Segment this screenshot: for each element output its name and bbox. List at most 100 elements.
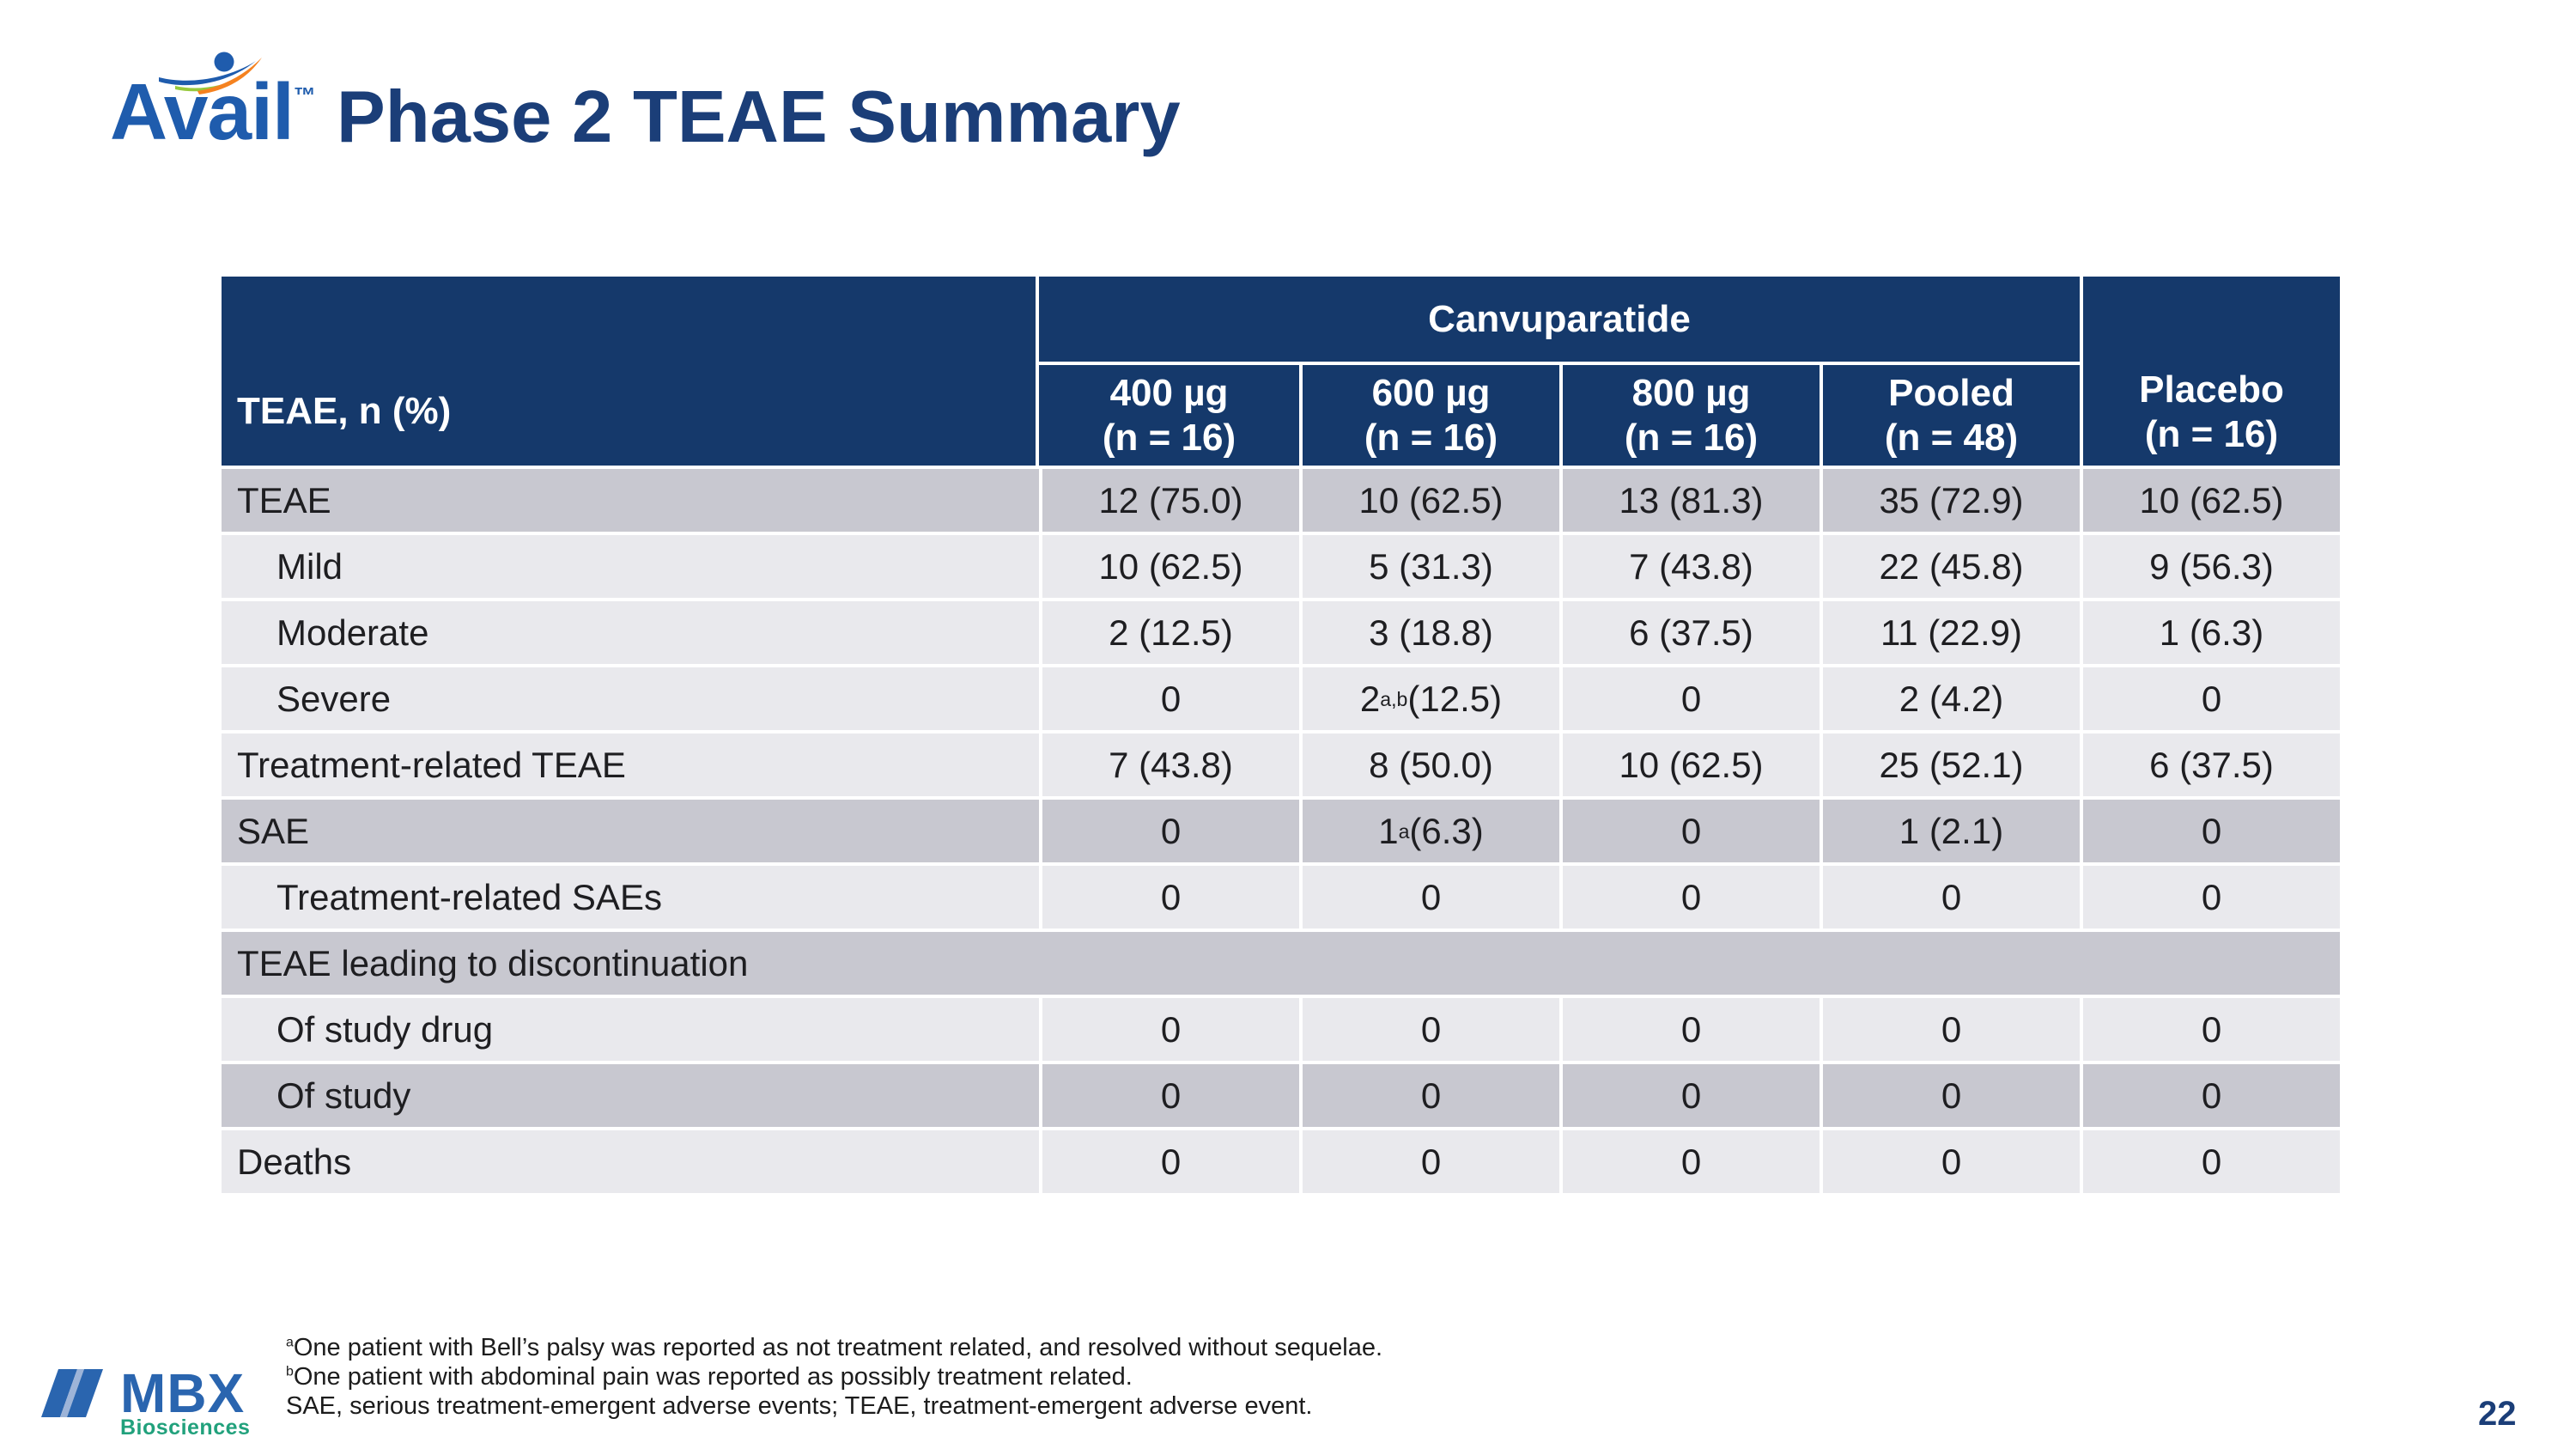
value-cell: 0 xyxy=(1039,800,1299,862)
value-cell: 0 xyxy=(1039,998,1299,1061)
dose-label: 400 µg xyxy=(1109,371,1229,414)
value-cell: 0 xyxy=(1299,866,1559,928)
row-label: SAE xyxy=(222,800,1039,862)
table-row: Mild 10 (62.5) 5 (31.3) 7 (43.8) 22 (45.8) 9 … xyxy=(222,532,2340,598)
table-header-dose-4: Pooled (n = 48) xyxy=(1820,365,2080,466)
table-header-dose-2: 600 µg (n = 16) xyxy=(1299,365,1559,466)
value-cell: 0 xyxy=(2080,800,2340,862)
value-cell: 0 xyxy=(1559,866,1820,928)
row-label: Mild xyxy=(222,535,1039,598)
value-cell: 0 xyxy=(1559,998,1820,1061)
dose-n: (n = 16) xyxy=(1102,416,1236,459)
table-header: TEAE, n (%) Canvuparatide 400 µg (n = 16)… xyxy=(222,277,2340,466)
avail-figure-icon xyxy=(159,52,262,94)
table-header-placebo: Placebo (n = 16) xyxy=(2080,277,2340,466)
mbx-biosciences-text: Biosciences xyxy=(120,1416,251,1440)
table-row: Deaths 0 0 0 0 0 xyxy=(222,1127,2340,1193)
value-cell: 7 (43.8) xyxy=(1559,535,1820,598)
value-cell: 2 (4.2) xyxy=(1820,667,2080,730)
dose-n: (n = 16) xyxy=(1624,416,1759,459)
value-cell: 1 (2.1) xyxy=(1820,800,2080,862)
avail-wordmark: Avail™ xyxy=(110,72,316,152)
value-cell: 10 (62.5) xyxy=(1039,535,1299,598)
row-label: Moderate xyxy=(222,601,1039,664)
value-cell: 7 (43.8) xyxy=(1039,734,1299,796)
table-row: Severe 0 2 a,b (12.5) 0 2 (4.2) 0 xyxy=(222,664,2340,730)
dose-label: 600 µg xyxy=(1371,371,1491,414)
mbx-biosciences-logo: MBX Biosciences xyxy=(41,1362,256,1440)
value-cell: 6 (37.5) xyxy=(2080,734,2340,796)
value-cell: 10 (62.5) xyxy=(2080,469,2340,532)
value-cell: 22 (45.8) xyxy=(1820,535,2080,598)
table-header-group-canvuparatide: Canvuparatide xyxy=(1039,277,2080,365)
table-row: Of study drug 0 0 0 0 0 xyxy=(222,995,2340,1061)
row-label: Treatment-related TEAE xyxy=(222,734,1039,796)
table-body: TEAE 12 (75.0) 10 (62.5) 13 (81.3) 35 (72.9)… xyxy=(222,466,2340,1193)
value-cell: 0 xyxy=(1820,866,2080,928)
row-label: Treatment-related SAEs xyxy=(222,866,1039,928)
row-label: Of study drug xyxy=(222,998,1039,1061)
row-label: Of study xyxy=(222,1064,1039,1127)
dose-n: (n = 16) xyxy=(1364,416,1498,459)
value-cell: 12 (75.0) xyxy=(1039,469,1299,532)
value-cell: 9 (56.3) xyxy=(2080,535,2340,598)
value-cell: 25 (52.1) xyxy=(1820,734,2080,796)
value-cell: 3 (18.8) xyxy=(1299,601,1559,664)
value-cell: 0 xyxy=(1820,1064,2080,1127)
value-cell: 0 xyxy=(1559,800,1820,862)
value-cell: 0 xyxy=(1039,866,1299,928)
value-cell: 0 xyxy=(2080,866,2340,928)
value-cell: 0 xyxy=(2080,998,2340,1061)
table-row: TEAE leading to discontinuation xyxy=(222,928,2340,995)
teae-summary-table: TEAE, n (%) Canvuparatide 400 µg (n = 16)… xyxy=(222,277,2340,1193)
value-cell: 10 (62.5) xyxy=(1559,734,1820,796)
value-cell: 1 (6.3) xyxy=(2080,601,2340,664)
page-number: 22 xyxy=(2478,1395,2517,1433)
value-cell: 0 xyxy=(1559,667,1820,730)
table-row: Treatment-related TEAE 7 (43.8) 8 (50.0) 10… xyxy=(222,730,2340,796)
value-cell: 0 xyxy=(1299,1064,1559,1127)
footnote-line: bOne patient with abdominal pain was rep… xyxy=(286,1363,1133,1391)
table-row: TEAE 12 (75.0) 10 (62.5) 13 (81.3) 35 (72.9)… xyxy=(222,466,2340,532)
table-header-dose-1: 400 µg (n = 16) xyxy=(1039,365,1299,466)
dose-label: 800 µg xyxy=(1631,371,1751,414)
value-cell: 35 (72.9) xyxy=(1820,469,2080,532)
table-row: Treatment-related SAEs 0 0 0 0 0 xyxy=(222,862,2340,928)
value-cell: 0 xyxy=(1299,1130,1559,1193)
value-cell: 10 (62.5) xyxy=(1299,469,1559,532)
avail-trademark: ™ xyxy=(293,82,316,108)
placebo-n: (n = 16) xyxy=(2144,413,2279,455)
mbx-wordmark: MBX xyxy=(120,1362,246,1424)
value-cell: 0 xyxy=(2080,1130,2340,1193)
dose-label: Pooled xyxy=(1888,371,2014,414)
value-cell: 0 xyxy=(1820,1130,2080,1193)
dose-n: (n = 48) xyxy=(1884,416,2019,459)
footnotes: aOne patient with Bell’s palsy was repor… xyxy=(286,1333,1382,1421)
value-cell: 11 (22.9) xyxy=(1820,601,2080,664)
value-cell: 8 (50.0) xyxy=(1299,734,1559,796)
value-cell: 5 (31.3) xyxy=(1299,535,1559,598)
value-cell: 0 xyxy=(1299,998,1559,1061)
footnote-line: aOne patient with Bell’s palsy was repor… xyxy=(286,1334,1383,1361)
value-cell: 0 xyxy=(1820,998,2080,1061)
value-cell: 2 a,b (12.5) xyxy=(1299,667,1559,730)
value-cell: 6 (37.5) xyxy=(1559,601,1820,664)
value-cell: 0 xyxy=(2080,667,2340,730)
footnote-line: SAE, serious treatment-emergent adverse … xyxy=(286,1392,1313,1420)
value-cell: 0 xyxy=(1039,1064,1299,1127)
value-cell: 0 xyxy=(1559,1064,1820,1127)
row-label: Severe xyxy=(222,667,1039,730)
avail-brand-text: Avail xyxy=(110,67,295,156)
row-label: TEAE leading to discontinuation xyxy=(222,932,2340,995)
value-cell: 0 xyxy=(1559,1130,1820,1193)
value-cell: 13 (81.3) xyxy=(1559,469,1820,532)
row-label: TEAE xyxy=(222,469,1039,532)
placebo-label: Placebo xyxy=(2139,368,2284,411)
value-cell: 0 xyxy=(1039,667,1299,730)
table-header-dose-3: 800 µg (n = 16) xyxy=(1559,365,1820,466)
page-title: Phase 2 TEAE Summary xyxy=(337,76,1181,158)
value-cell: 0 xyxy=(1039,1130,1299,1193)
table-row: Of study 0 0 0 0 0 xyxy=(222,1061,2340,1127)
